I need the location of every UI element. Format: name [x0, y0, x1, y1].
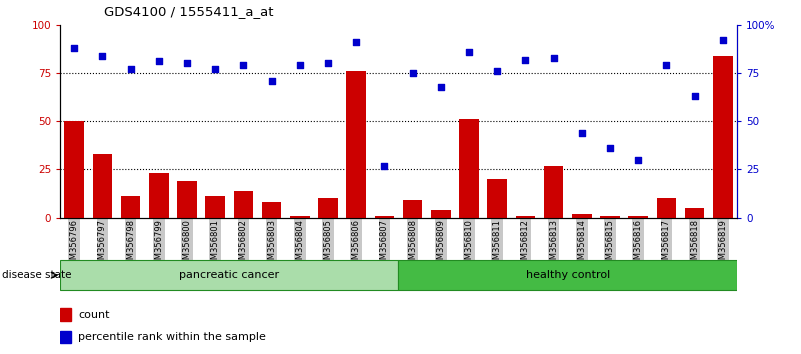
Point — [632, 157, 645, 163]
Text: healthy control: healthy control — [525, 270, 610, 280]
Bar — [64, 121, 84, 218]
FancyBboxPatch shape — [398, 260, 737, 290]
Point — [716, 38, 729, 43]
Bar — [318, 198, 338, 218]
Bar — [516, 216, 535, 218]
Bar — [572, 214, 592, 218]
Point — [68, 45, 81, 51]
Text: percentile rank within the sample: percentile rank within the sample — [78, 332, 266, 342]
Point — [378, 163, 391, 169]
Point — [96, 53, 109, 58]
Bar — [234, 191, 253, 218]
Bar — [375, 216, 394, 218]
Bar — [205, 196, 225, 218]
Point — [293, 62, 306, 68]
Text: count: count — [78, 309, 110, 320]
Bar — [149, 173, 169, 218]
Point — [519, 57, 532, 62]
Point — [209, 66, 222, 72]
Text: GDS4100 / 1555411_a_at: GDS4100 / 1555411_a_at — [104, 5, 274, 18]
Bar — [290, 216, 310, 218]
Point — [463, 49, 476, 55]
Bar — [177, 181, 197, 218]
Bar — [600, 216, 620, 218]
Bar — [459, 119, 479, 218]
Text: pancreatic cancer: pancreatic cancer — [179, 270, 280, 280]
Point — [406, 70, 419, 76]
Bar — [544, 166, 563, 218]
Point — [604, 145, 617, 151]
Bar — [60, 331, 71, 343]
Bar — [403, 200, 422, 218]
Bar — [685, 208, 705, 218]
Point — [547, 55, 560, 61]
Bar — [657, 198, 676, 218]
Bar — [346, 71, 366, 218]
Point — [350, 39, 363, 45]
Point — [180, 61, 193, 66]
Bar — [713, 56, 733, 218]
FancyBboxPatch shape — [60, 260, 398, 290]
Point — [321, 61, 334, 66]
Point — [265, 78, 278, 84]
Bar — [92, 154, 112, 218]
Point — [491, 68, 504, 74]
Point — [237, 62, 250, 68]
Bar — [60, 308, 71, 321]
Bar — [487, 179, 507, 218]
Bar — [628, 216, 648, 218]
Bar — [431, 210, 451, 218]
Point — [688, 93, 701, 99]
Bar — [121, 196, 140, 218]
Text: disease state: disease state — [2, 270, 71, 280]
Point — [434, 84, 447, 89]
Point — [152, 59, 165, 64]
Point — [124, 66, 137, 72]
Point — [575, 130, 588, 136]
Bar — [262, 202, 281, 218]
Point — [660, 62, 673, 68]
